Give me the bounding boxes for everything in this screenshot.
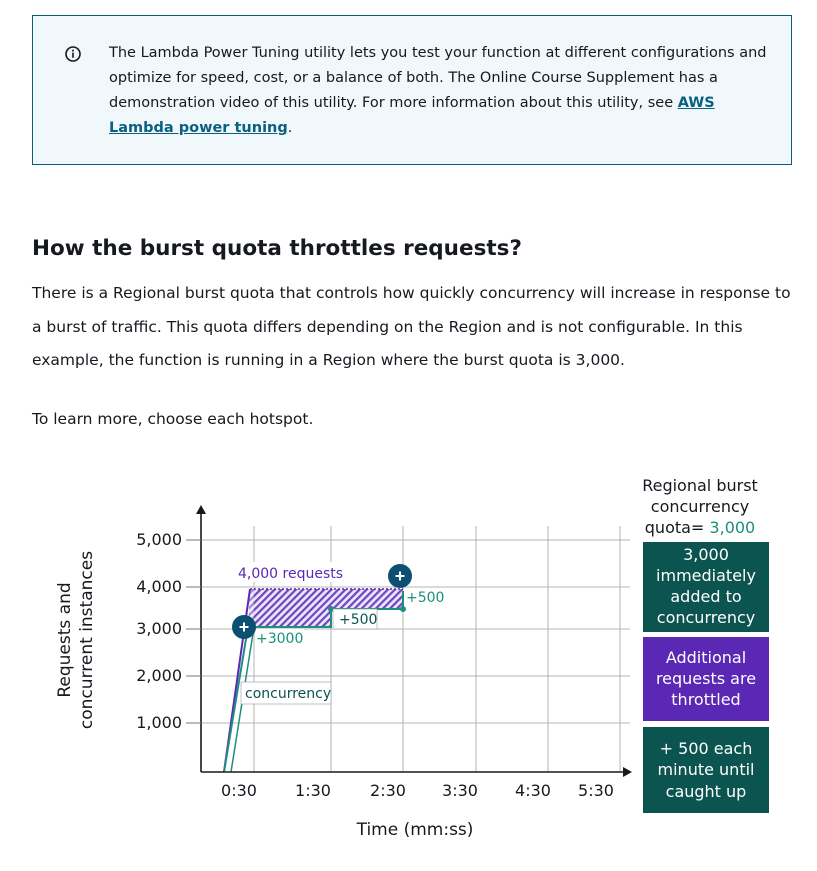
x-tick-labels: 0:30 1:30 2:30 3:30 4:30 5:30 [221,781,614,800]
plus3000-label: +3000 [256,631,303,647]
legend-box3-line1: + 500 each [660,739,753,758]
legend-box2-line3: throttled [671,690,740,709]
x-tick-label: 1:30 [295,781,331,800]
legend-box1-line1: 3,000 [683,545,729,564]
y-tick-label: 2,000 [136,666,182,685]
legend-box2-line2: requests are [656,669,756,688]
info-icon [65,46,81,62]
chart-axes [196,505,632,777]
legend-header-line3: quota= 3,000 [645,518,755,537]
legend-box3-line3: caught up [666,782,747,801]
requests-label: 4,000 requests [238,566,343,582]
plus500a-label: +500 [339,612,377,628]
instruction-text: To learn more, choose each hotspot. [32,410,314,428]
legend-box1-line2: immediately [656,566,756,585]
concurrency-point-1 [328,606,334,612]
plus3000-label-bg [256,629,304,647]
legend-box2-line1: Additional [666,648,746,667]
section-paragraph: There is a Regional burst quota that con… [32,284,791,369]
x-tick-label: 4:30 [515,781,551,800]
legend-header-line2: concurrency [651,497,749,516]
section-heading: How the burst quota throttles requests? [32,236,522,261]
y-axis-title-line2: concurrent instances [77,551,97,729]
x-axis-title: Time (mm:ss) [356,820,474,840]
y-tick-label: 3,000 [136,619,182,638]
legend-box1-line4: concurrency [657,608,755,627]
y-tick-label: 5,000 [136,530,182,549]
info-body: The Lambda Power Tuning utility lets you… [109,45,767,111]
legend-box-throttled [643,637,769,721]
burst-quota-chart: 4,000 requests concurrency +3000 +500 +5… [55,476,769,840]
legend-header-prefix: quota= [645,518,710,537]
concurrency-label: concurrency [245,686,331,702]
y-axis-title-line1: Requests and [55,582,75,697]
info-alert: The Lambda Power Tuning utility lets you… [32,15,792,165]
plus500b-label: +500 [406,590,444,606]
legend-box-catchup [643,727,769,813]
plus500b-label-bg [405,589,445,606]
y-tick-label: 1,000 [136,713,182,732]
legend-box1-line3: added to [670,587,741,606]
y-axis-title: Requests and concurrent instances [55,551,97,729]
plus500a-label-bg [332,608,378,630]
x-tick-label: 5:30 [578,781,614,800]
x-tick-label: 3:30 [442,781,478,800]
concurrency-label-bg [240,681,332,705]
legend-header-value: 3,000 [709,518,755,537]
info-text: The Lambda Power Tuning utility lets you… [109,41,769,141]
y-tick-label: 4,000 [136,577,182,596]
aws-lambda-power-tuning-link[interactable]: AWS Lambda power tuning [109,95,715,136]
x-tick-label: 2:30 [370,781,406,800]
legend-box-immediate [643,542,769,632]
legend-panel: Regional burst concurrency quota= 3,000 … [642,476,769,813]
hotspot-throttle[interactable] [388,564,412,588]
x-tick-label: 0:30 [221,781,257,800]
y-tick-labels: 5,000 4,000 3,000 2,000 1,000 [136,530,201,732]
concurrency-point-2 [400,606,406,612]
info-suffix: . [287,120,293,136]
requests-label-bg [234,562,346,582]
chart-grid [201,526,630,772]
hotspot-burst[interactable] [232,615,256,639]
legend-box3-line2: minute until [658,760,755,779]
legend-header-line1: Regional burst [642,476,758,495]
